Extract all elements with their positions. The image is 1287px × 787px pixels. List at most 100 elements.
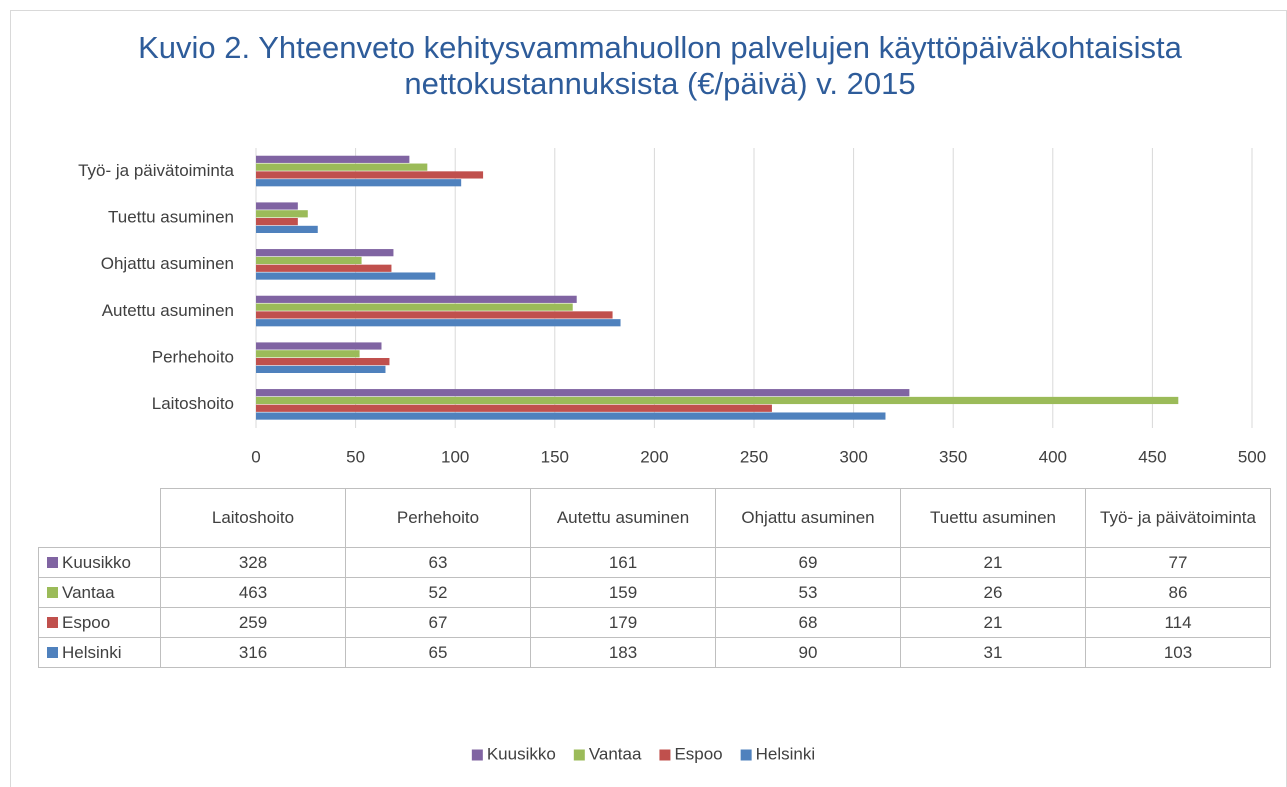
table-cell: 53 <box>715 577 901 608</box>
bar <box>256 350 360 358</box>
table-header-cell: Laitoshoito <box>160 488 346 548</box>
x-tick-label: 0 <box>251 447 260 466</box>
table-corner <box>38 488 161 548</box>
table-cell: 63 <box>345 547 531 578</box>
bar <box>256 202 298 210</box>
bar <box>256 218 298 226</box>
table-row: Vantaa 463 52 159 53 26 86 <box>38 577 1271 608</box>
table-header-cell: Ohjattu asuminen <box>715 488 901 548</box>
bar <box>256 358 390 366</box>
bar <box>256 389 910 397</box>
bar <box>256 342 382 350</box>
table-cell: 67 <box>345 607 531 638</box>
bar <box>256 404 772 412</box>
table-header-cell: Tuettu asuminen <box>900 488 1086 548</box>
x-tick-label: 50 <box>346 447 365 466</box>
table-header-row: Laitoshoito Perhehoito Autettu asuminen Ohj… <box>38 488 1271 548</box>
bar <box>256 303 573 311</box>
table-cell: 86 <box>1085 577 1271 608</box>
table-cell: 68 <box>715 607 901 638</box>
bar <box>256 319 621 327</box>
table-row: Espoo 259 67 179 68 21 114 <box>38 607 1271 638</box>
y-tick-label: Autettu asuminen <box>102 301 234 320</box>
x-tick-label: 500 <box>1238 447 1266 466</box>
table-cell: 179 <box>530 607 716 638</box>
chart-title: Kuvio 2. Yhteenveto kehitysvammahuollon … <box>138 30 1182 101</box>
table-row-label: Vantaa <box>38 577 161 608</box>
x-tick-label: 250 <box>740 447 768 466</box>
y-tick-label: Perhehoito <box>152 347 234 366</box>
legend-key <box>47 616 58 628</box>
legend-label: Vantaa <box>589 744 642 763</box>
table-cell: 159 <box>530 577 716 608</box>
legend-label: Espoo <box>674 744 722 763</box>
table-cell: 31 <box>900 637 1086 668</box>
legend-label: Helsinki <box>756 744 816 763</box>
x-tick-label: 450 <box>1138 447 1166 466</box>
table-header-cell: Työ- ja päivätoiminta <box>1085 488 1271 548</box>
table-cell: 26 <box>900 577 1086 608</box>
table-row-label: Kuusikko <box>38 547 161 578</box>
bar <box>256 412 886 420</box>
x-tick-label: 150 <box>541 447 569 466</box>
series-name: Espoo <box>62 612 111 632</box>
table-cell: 183 <box>530 637 716 668</box>
bar <box>256 311 613 319</box>
bar <box>256 256 362 265</box>
data-table: Laitoshoito Perhehoito Autettu asuminen Ohj… <box>38 488 1271 668</box>
bar <box>256 171 484 179</box>
legend-key <box>659 749 671 761</box>
series-name: Kuusikko <box>62 552 131 572</box>
bar <box>256 295 577 303</box>
x-tick-label: 300 <box>839 447 867 466</box>
table-cell: 21 <box>900 607 1086 638</box>
x-tick-label: 100 <box>441 447 469 466</box>
bar <box>256 365 386 373</box>
y-tick-label: Laitoshoito <box>152 394 234 413</box>
x-tick-label: 200 <box>640 447 668 466</box>
legend-key <box>471 749 483 761</box>
bar <box>256 396 1179 405</box>
table-cell: 463 <box>160 577 346 608</box>
y-tick-label: Tuettu asuminen <box>108 207 234 226</box>
legend-key <box>740 749 752 761</box>
table-header-cell: Autettu asuminen <box>530 488 716 548</box>
table-row: Kuusikko 328 63 161 69 21 77 <box>38 547 1271 578</box>
table-row: Helsinki 316 65 183 90 31 103 <box>38 637 1271 668</box>
table-cell: 90 <box>715 637 901 668</box>
x-tick-label: 350 <box>939 447 967 466</box>
x-tick-label: 400 <box>1039 447 1067 466</box>
bar <box>256 272 436 280</box>
series-name: Vantaa <box>62 582 115 602</box>
legend-key <box>47 556 58 568</box>
table-row-label: Espoo <box>38 607 161 638</box>
table-header-cell: Perhehoito <box>345 488 531 548</box>
bar <box>256 264 392 272</box>
table-cell: 65 <box>345 637 531 668</box>
bar <box>256 163 428 171</box>
bar <box>256 225 318 233</box>
bar <box>256 210 308 218</box>
legend-key <box>47 586 58 598</box>
bar <box>256 155 410 163</box>
table-cell: 114 <box>1085 607 1271 638</box>
y-tick-label: Ohjattu asuminen <box>101 254 234 273</box>
table-cell: 103 <box>1085 637 1271 668</box>
bar <box>256 249 394 257</box>
legend-key <box>573 749 585 761</box>
table-cell: 77 <box>1085 547 1271 578</box>
legend-label: Kuusikko <box>487 744 556 763</box>
y-tick-label: Työ- ja päivätoiminta <box>78 161 234 180</box>
legend-key <box>47 646 58 658</box>
table-cell: 316 <box>160 637 346 668</box>
table-cell: 161 <box>530 547 716 578</box>
table-cell: 69 <box>715 547 901 578</box>
table-row-label: Helsinki <box>38 637 161 668</box>
table-cell: 259 <box>160 607 346 638</box>
bar <box>256 179 462 187</box>
table-cell: 52 <box>345 577 531 608</box>
table-cell: 328 <box>160 547 346 578</box>
table-cell: 21 <box>900 547 1086 578</box>
